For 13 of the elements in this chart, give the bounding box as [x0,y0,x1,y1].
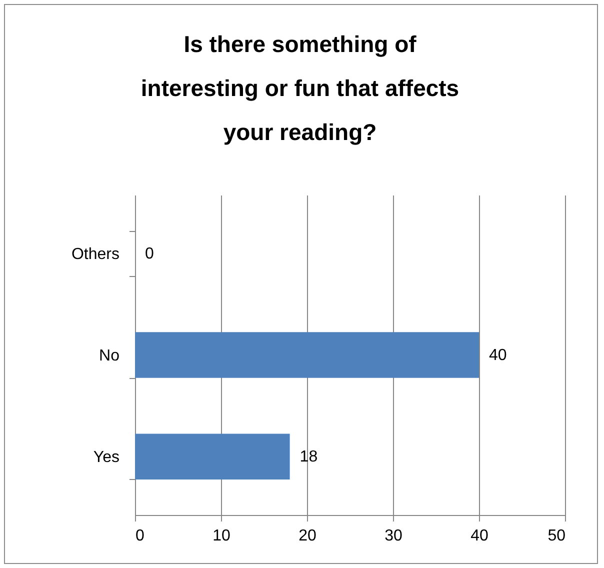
data-label: 0 [145,245,154,262]
x-tick-label: 10 [212,528,230,544]
data-label: 18 [300,448,318,466]
y-tick-label: No [99,348,120,364]
y-tick-label: Yes [93,449,120,466]
data-label: 40 [489,347,507,364]
y-tick-label: Others [71,246,120,263]
x-tick-label: 20 [298,528,316,544]
x-tick-label: 50 [548,528,566,544]
x-tick-label: 0 [136,528,144,544]
chart-title: Is there something of interesting or fun that affects your reading? [140,31,460,145]
x-tick-label: 30 [384,528,402,544]
x-tick-label: 40 [470,528,488,544]
